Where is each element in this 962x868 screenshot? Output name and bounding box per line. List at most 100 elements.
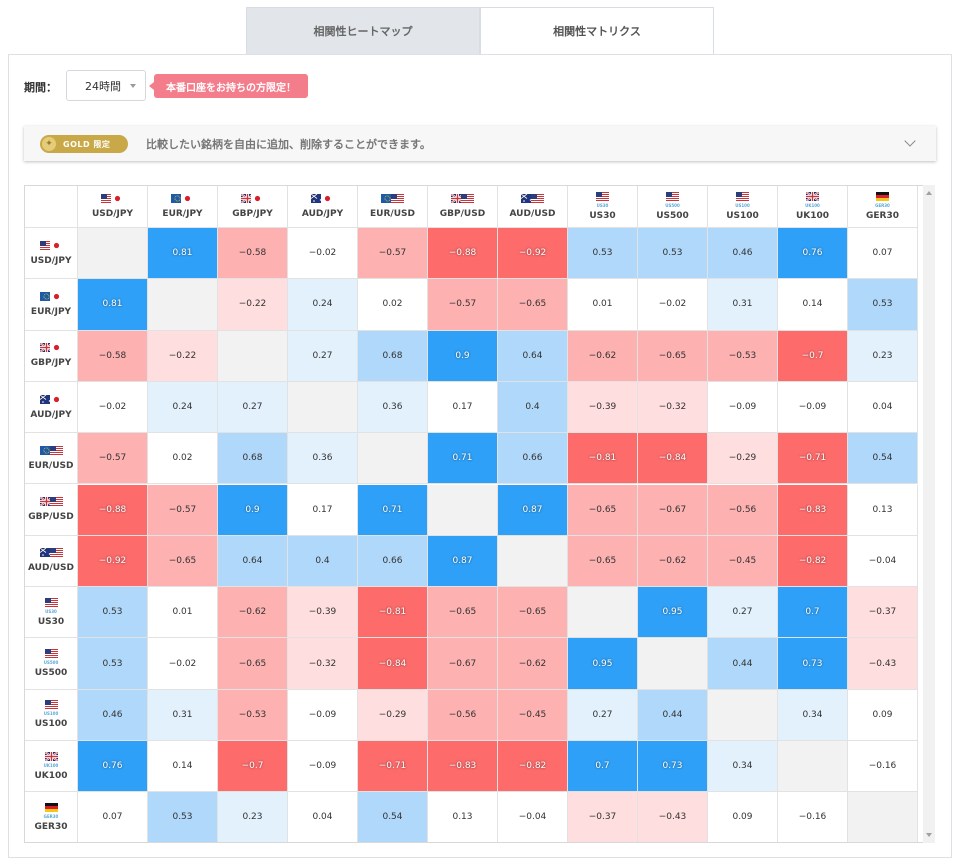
column-header-aud-jpy: AUD/JPY xyxy=(288,186,358,228)
row-header-gbp-jpy: GBP/JPY xyxy=(25,330,78,382)
matrix-cell: −0.82 xyxy=(778,535,848,588)
symbol-label: US500 xyxy=(656,211,689,221)
matrix-cell: 0.87 xyxy=(428,535,498,588)
symbol-label: EUR/JPY xyxy=(162,209,203,219)
symbol-label: EUR/JPY xyxy=(30,306,72,317)
matrix-diagonal-cell xyxy=(638,638,708,690)
matrix-cell: 0.68 xyxy=(358,330,428,382)
scroll-down-icon[interactable] xyxy=(926,833,932,837)
symbol-label: GBP/JPY xyxy=(30,358,72,369)
matrix-cell: −0.56 xyxy=(428,689,498,741)
flag-au-icon xyxy=(39,548,53,560)
live-account-promo-badge: 本番口座をお持ちの方限定！ xyxy=(149,74,308,98)
period-label: 期間： xyxy=(24,81,57,94)
gold-badge: ✦ GOLD 限定 xyxy=(40,135,128,153)
matrix-cell: −0.62 xyxy=(638,535,708,588)
flag-eu-icon xyxy=(381,194,394,206)
matrix-cell: 0.23 xyxy=(218,792,288,842)
column-header-us500: US500 US500 xyxy=(638,186,708,228)
flag-icons xyxy=(39,445,63,458)
matrix-cell: 0.44 xyxy=(708,638,778,690)
flag-us-icon xyxy=(44,649,58,661)
gold-feature-bar[interactable]: ✦ GOLD 限定 比較したい銘柄を自由に追加、削除することができます。 xyxy=(24,126,936,161)
tab-matrix[interactable]: 相関性マトリクス xyxy=(480,7,714,55)
matrix-cell: 0.71 xyxy=(428,433,498,485)
matrix-cell: 0.34 xyxy=(778,689,848,741)
matrix-diagonal-cell xyxy=(848,792,918,842)
matrix-cell: 0.04 xyxy=(848,381,918,434)
matrix-cell: −0.43 xyxy=(638,792,708,842)
matrix-scrollbar[interactable] xyxy=(923,185,935,843)
matrix-diagonal-cell xyxy=(288,381,358,434)
matrix-diagonal-cell xyxy=(358,433,428,485)
index-sublabel: US500 xyxy=(665,203,680,208)
matrix-cell: −0.62 xyxy=(568,330,638,382)
matrix-cell: 0.7 xyxy=(778,587,848,639)
column-header-aud-usd: AUD/USD xyxy=(498,186,568,228)
flag-us-icon xyxy=(391,194,404,206)
chevron-down-icon[interactable] xyxy=(904,135,916,147)
matrix-cell: 0.64 xyxy=(218,535,288,588)
matrix-cell: 0.87 xyxy=(498,484,568,536)
row-header-eur-jpy: EUR/JPY xyxy=(25,279,78,331)
period-select[interactable]: 24時間 xyxy=(66,70,146,101)
matrix-cell: −0.45 xyxy=(498,689,568,741)
flag-uk-icon xyxy=(806,192,819,204)
column-header-usd-jpy: USD/JPY xyxy=(78,186,148,228)
matrix-diagonal-cell xyxy=(708,689,778,741)
matrix-cell: 0.36 xyxy=(288,433,358,485)
matrix-diagonal-cell xyxy=(778,741,848,793)
matrix-cell: −0.65 xyxy=(218,638,288,690)
flag-icons xyxy=(381,194,404,206)
row-header-us100: US100 US100 xyxy=(25,689,78,741)
flag-jp-icon xyxy=(49,240,63,253)
matrix-cell: 0.01 xyxy=(148,587,218,639)
gold-description: 比較したい銘柄を自由に追加、削除することができます。 xyxy=(146,138,431,151)
matrix-cell: −0.65 xyxy=(568,484,638,536)
matrix-cell: 0.09 xyxy=(848,689,918,741)
matrix-cell: −0.7 xyxy=(218,741,288,793)
row-header-eur-usd: EUR/USD xyxy=(25,433,78,485)
index-sublabel: US100 xyxy=(735,203,750,208)
scroll-up-icon[interactable] xyxy=(926,191,932,195)
flag-jp-icon xyxy=(49,394,63,407)
matrix-cell: −0.09 xyxy=(778,381,848,434)
column-header-us100: US100 US100 xyxy=(708,186,778,228)
matrix-cell: 0.95 xyxy=(638,587,708,639)
matrix-cell: −0.39 xyxy=(288,587,358,639)
flag-au-icon xyxy=(311,194,324,206)
symbol-label: GBP/USD xyxy=(28,512,74,523)
matrix-cell: 0.04 xyxy=(288,792,358,842)
matrix-cell: 0.64 xyxy=(498,330,568,382)
symbol-label: UK100 xyxy=(795,211,830,221)
symbol-label: US30 xyxy=(37,616,65,627)
symbol-label: GER30 xyxy=(34,821,68,832)
column-header-ger30: GER30 GER30 xyxy=(848,186,918,228)
matrix-cell: −0.56 xyxy=(708,484,778,536)
matrix-cell: 0.73 xyxy=(638,741,708,793)
symbol-label: AUD/USD xyxy=(509,209,556,219)
matrix-diagonal-cell xyxy=(148,279,218,331)
flag-jp-icon xyxy=(251,194,264,206)
flag-icons xyxy=(311,194,334,206)
flag-us-icon xyxy=(49,445,63,458)
matrix-cell: 0.02 xyxy=(148,433,218,485)
matrix-cell: 0.34 xyxy=(708,741,778,793)
corner-cell xyxy=(25,186,78,228)
matrix-cell: 0.76 xyxy=(78,741,148,793)
row-header-uk100: UK100 UK100 xyxy=(25,741,78,793)
flag-jp-icon xyxy=(49,343,63,355)
symbol-label: GER30 xyxy=(866,211,899,221)
matrix-cell: 0.53 xyxy=(148,792,218,842)
matrix-cell: 0.44 xyxy=(638,689,708,741)
matrix-cell: 0.46 xyxy=(708,228,778,280)
matrix-cell: 0.17 xyxy=(288,484,358,536)
caret-down-icon xyxy=(130,84,136,88)
matrix-cell: 0.71 xyxy=(358,484,428,536)
matrix-cell: 0.31 xyxy=(148,689,218,741)
symbol-label: EUR/USD xyxy=(370,209,415,219)
tab-heatmap[interactable]: 相関性ヒートマップ xyxy=(246,7,480,54)
matrix-diagonal-cell xyxy=(218,330,288,382)
index-sublabel: UK100 xyxy=(43,762,59,768)
matrix-cell: −0.65 xyxy=(498,587,568,639)
